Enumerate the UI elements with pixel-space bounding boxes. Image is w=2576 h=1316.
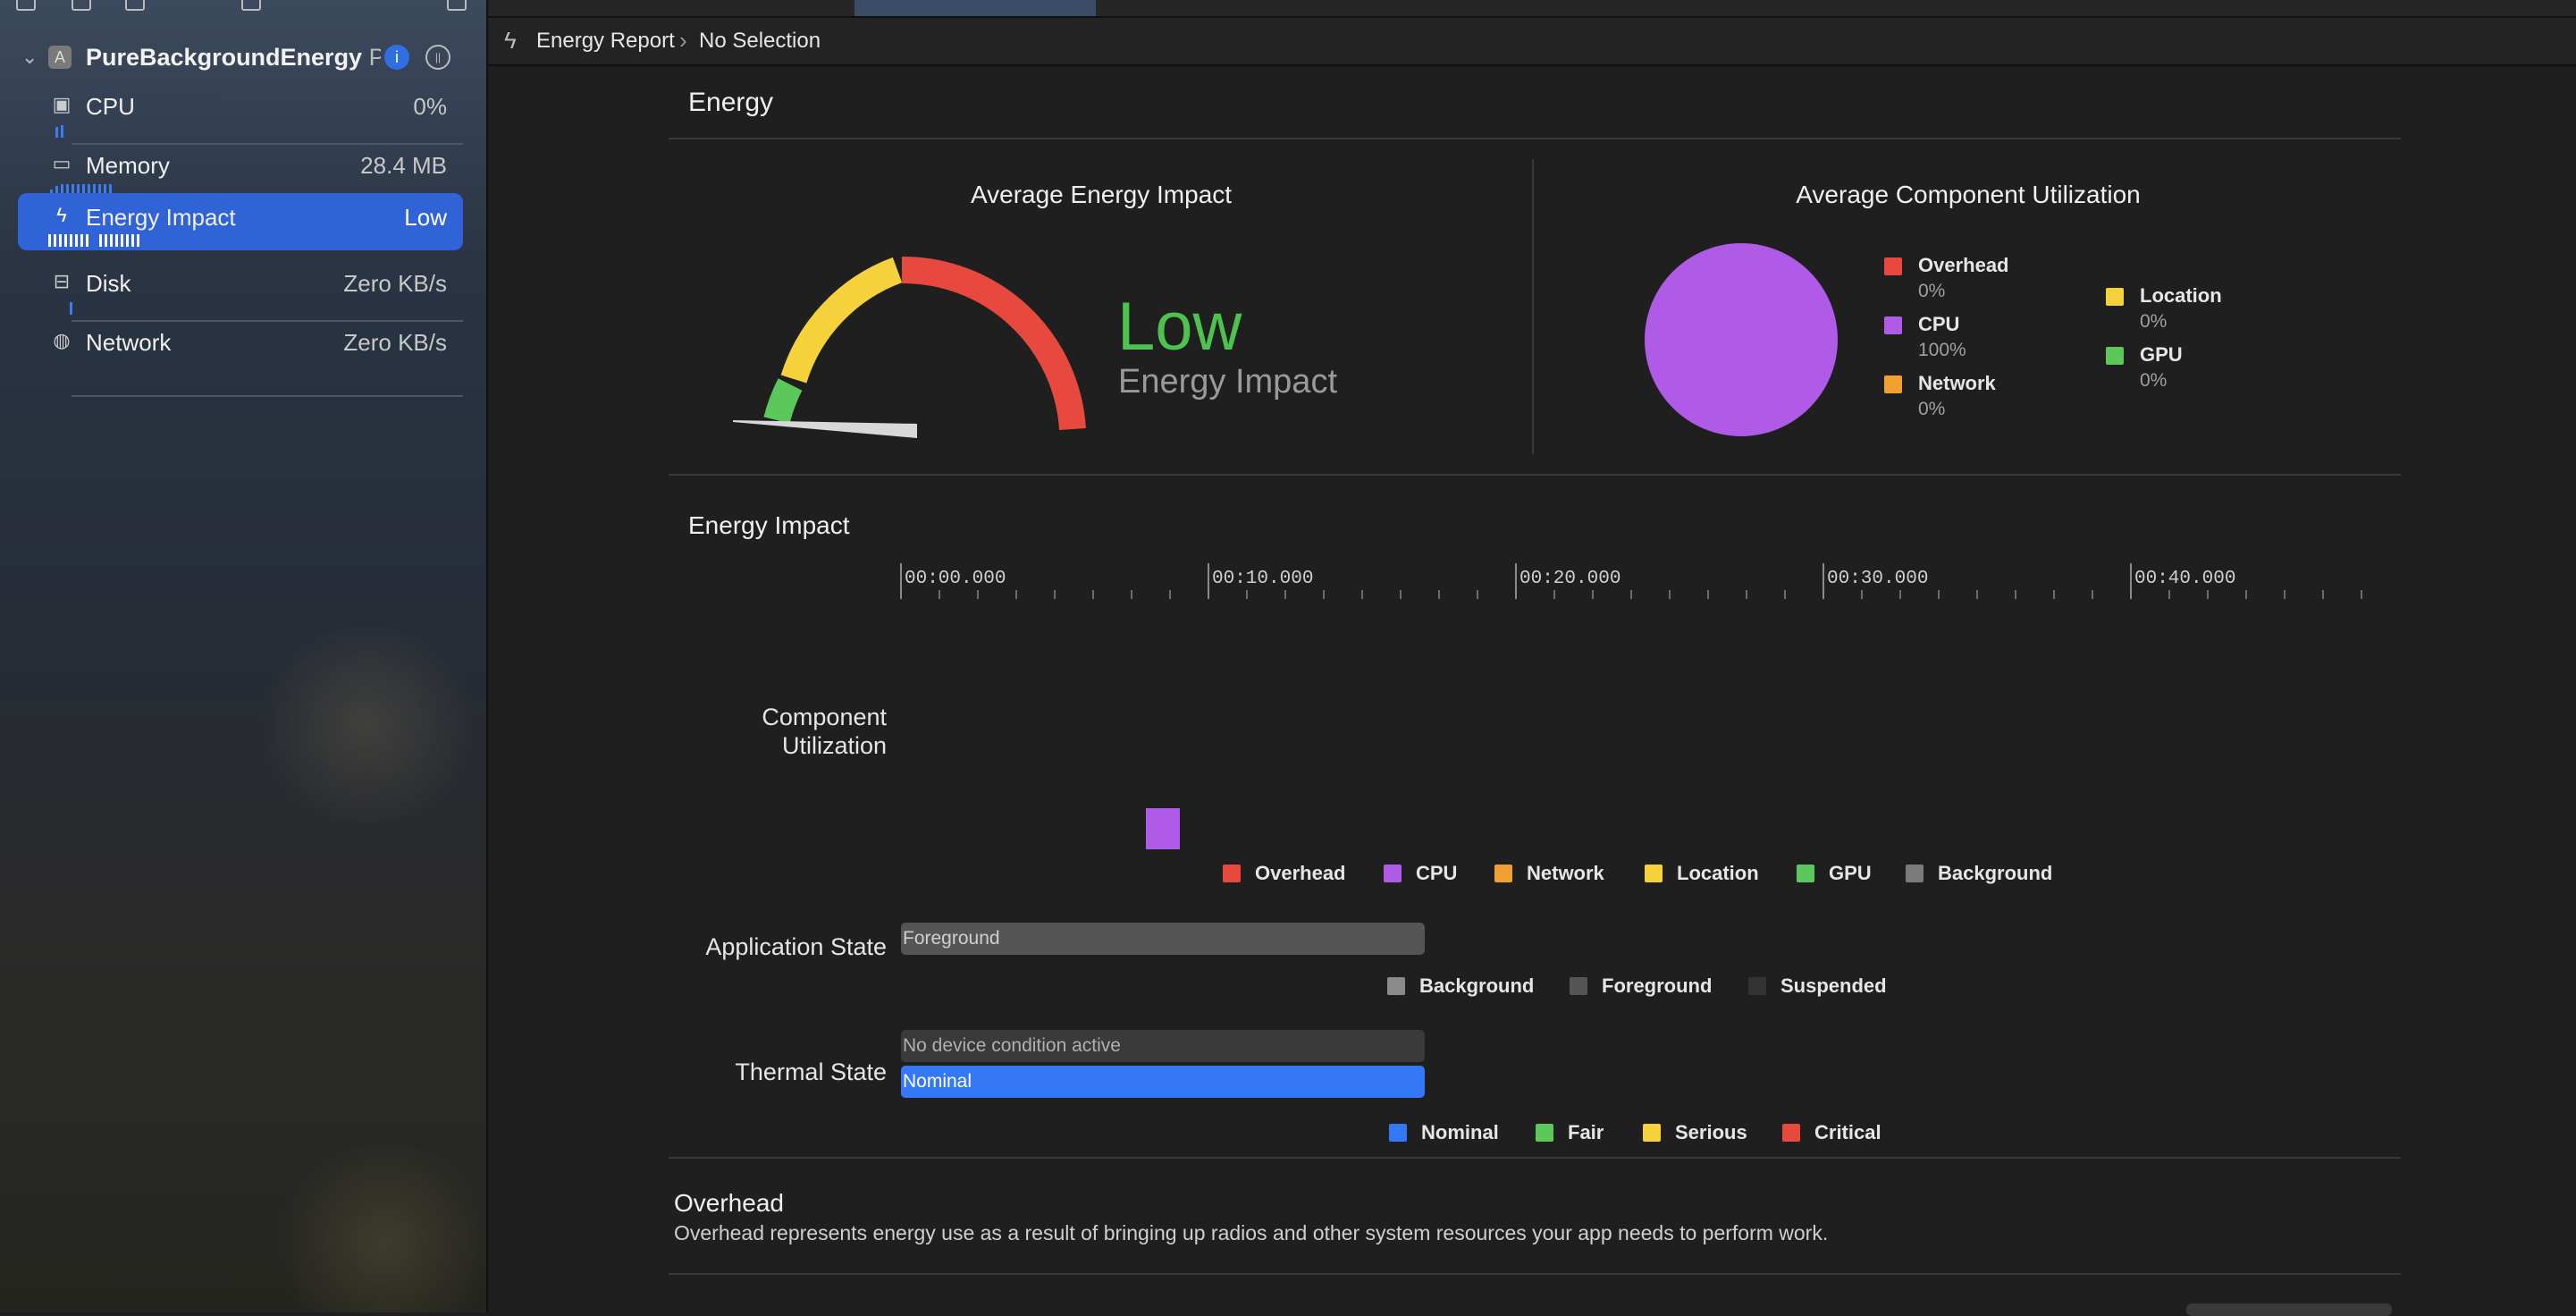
thermal-legend-serious: Serious [1643,1121,1747,1144]
energy-gauge [733,256,1086,438]
component-legend-overhead: Overhead [1223,862,1346,885]
time-ruler [900,563,2362,599]
pie-legend-gpu: GPU 0% [2106,343,2183,392]
breadcrumb-item[interactable]: Energy Report [536,29,675,53]
gauge-disk[interactable]: ⊟ Disk Zero KB/s [18,259,463,322]
component-legend-background: Background [1906,862,2052,885]
component-legend-network: Network [1494,862,1604,885]
thermal-legend-critical: Critical [1782,1121,1881,1144]
gauge-value: Zero KB/s [343,329,447,356]
gauge-network[interactable]: ◍ Network Zero KB/s [18,318,463,397]
tick-label: 00:20.000 [1520,569,1621,589]
app-icon: A [48,46,72,69]
component-legend-cpu: CPU [1384,862,1457,885]
overhead-title: Overhead [674,1189,784,1217]
thermal-state-label: Thermal State [735,1059,887,1085]
process-row[interactable]: ⌄ A PureBackgroundEnergy P i || [21,39,450,75]
bookmark-icon[interactable] [125,0,145,11]
navigator-toolbar [0,0,486,11]
gauge-label: CPU [86,93,135,120]
tick-label: 00:40.000 [2134,569,2236,589]
tick-label: 00:10.000 [1212,569,1314,589]
report-icon[interactable] [447,0,467,11]
tests-icon[interactable] [241,0,261,11]
overhead-description: Overhead represents energy use as a resu… [674,1221,1829,1244]
pause-icon[interactable]: || [425,45,450,70]
gauge-cpu[interactable]: ▣ CPU 0% [18,82,463,145]
app-state-bar-foreground[interactable]: Foreground [901,923,1425,955]
show-details-button[interactable] [2186,1303,2392,1316]
chevron-down-icon[interactable]: ⌄ [21,46,38,68]
app-state-legend-background: Background [1387,974,1534,998]
avg-component-title: Average Component Utilization [1796,181,2141,208]
gauge-value: Low [404,204,447,231]
debug-navigator-sidebar: ⌄ A PureBackgroundEnergy P i || ▣ CPU 0%… [0,0,488,1312]
tick-label: 00:30.000 [1827,569,1929,589]
cpu-icon: ▣ [52,93,72,115]
application-state-label: Application State [705,933,887,960]
section-title-energy-impact: Energy Impact [688,511,850,539]
breadcrumb: ϟ Energy Report › No Selection [488,18,2576,66]
gauge-arc-low [763,378,803,425]
info-icon[interactable]: i [384,45,409,70]
pie-legend-location: Location 0% [2106,284,2222,333]
thermal-legend-nominal: Nominal [1389,1121,1499,1144]
impact-caption: Energy Impact [1118,363,1337,401]
breadcrumb-item[interactable]: No Selection [699,29,821,53]
gauge-memory[interactable]: ▭ Memory 28.4 MB [18,141,463,204]
thermal-legend-fair: Fair [1536,1121,1604,1144]
pie-legend-network: Network 0% [1884,372,1996,420]
chevron-right-icon: › [679,27,687,54]
pie-legend-cpu: CPU 100% [1884,313,1966,361]
component-utilization-label: Component Utilization [762,704,887,759]
component-pie-cpu [1645,243,1838,436]
gauge-label: Memory [86,152,170,179]
app-state-legend-foreground: Foreground [1570,974,1712,998]
energy-sparkline [48,234,139,247]
source-control-icon[interactable] [72,0,91,11]
editor-tab-bar [488,0,2576,18]
gauge-arc-medium [780,257,903,384]
bolt-icon: ϟ [504,27,517,54]
cpu-sparkline [55,125,63,138]
avg-energy-impact-title: Average Energy Impact [970,181,1233,208]
component-legend-location: Location [1645,862,1759,885]
globe-icon: ◍ [53,329,71,351]
thermal-bar-nominal[interactable]: Nominal [901,1066,1425,1098]
thermal-condition-bar[interactable]: No device condition active [901,1030,1425,1062]
gauge-needle [733,420,917,438]
gauge-value: 28.4 MB [360,152,447,179]
disk-icon: ⊟ [53,270,71,292]
process-name: PureBackgroundEnergy P [86,43,381,71]
component-legend-gpu: GPU [1797,862,1872,885]
gauge-value: 0% [413,93,447,120]
section-title-energy: Energy [688,88,774,117]
tick-label: 00:00.000 [905,569,1006,589]
memory-icon: ▭ [52,152,72,174]
folder-icon[interactable] [16,0,36,11]
gauge-label: Energy Impact [86,204,236,231]
tab-energy-report[interactable] [854,0,1096,16]
impact-level: Low [1117,289,1242,365]
component-bar-cpu[interactable] [1146,808,1180,849]
gauge-value: Zero KB/s [343,270,447,297]
gauge-label: Disk [86,270,131,297]
bolt-icon: ϟ [56,204,67,226]
pie-legend-overhead: Overhead 0% [1884,254,2009,302]
app-state-legend-suspended: Suspended [1748,974,1887,998]
gauge-energy-impact[interactable]: ϟ Energy Impact Low [18,193,463,250]
gauge-arc-high [901,256,1086,431]
disk-sparkline [70,302,72,315]
gauge-label: Network [86,329,172,356]
memory-sparkline [50,184,112,197]
